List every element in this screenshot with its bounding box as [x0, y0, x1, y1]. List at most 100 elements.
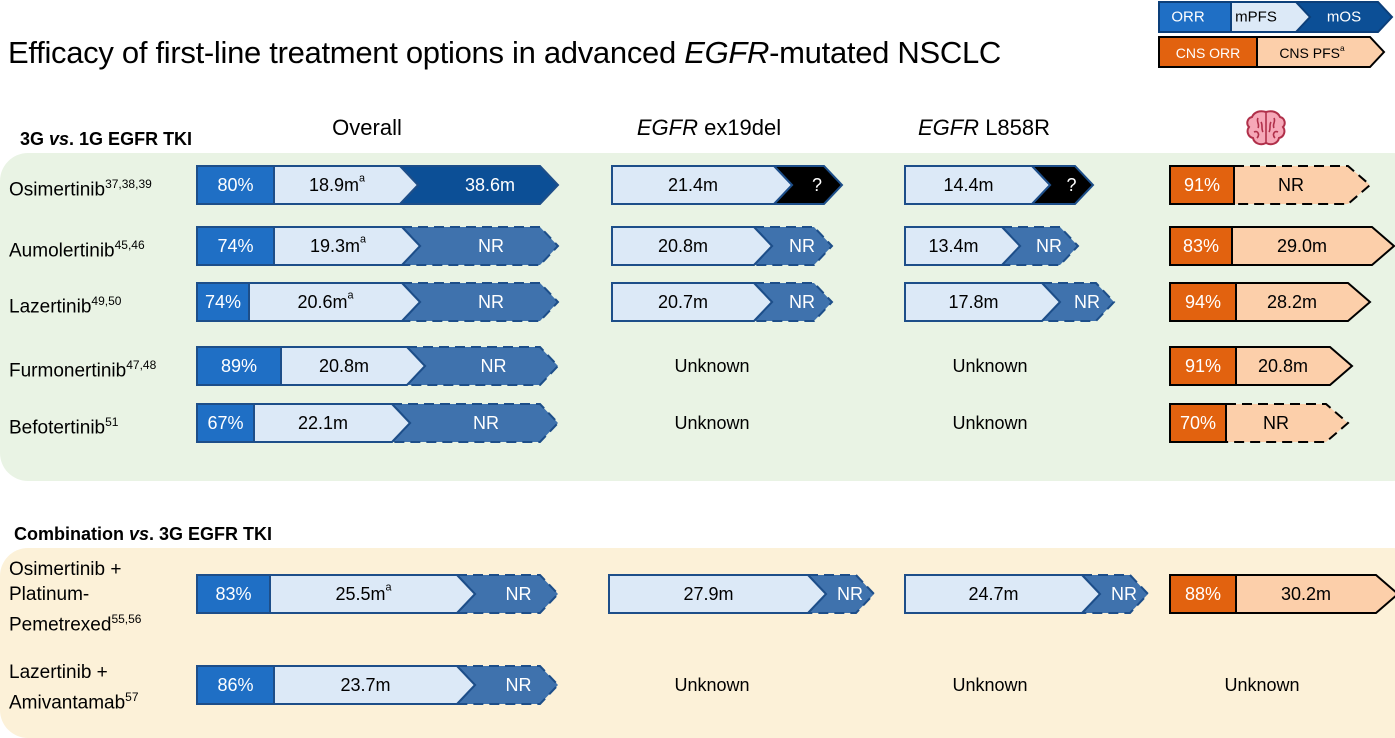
l858-pfs-segment	[904, 165, 1052, 205]
drug-name-line: Pemetrexed55,56	[9, 612, 142, 636]
drug-reference: 37,38,39	[105, 177, 152, 191]
cns-orr-value: 88%	[1185, 584, 1221, 604]
legend-cns-pfs-label: CNS PFSa	[1279, 43, 1345, 61]
l858-pfs-segment	[904, 574, 1102, 614]
overall-pfs-value: 20.8m	[319, 356, 369, 376]
ex19-unknown-value: Unknown	[674, 675, 749, 695]
drug-name-line: Befotertinib51	[9, 415, 119, 439]
overall-orr-value: 67%	[207, 413, 243, 433]
drug-name: Lazertinib + Amivantamab57	[9, 660, 139, 715]
efficacy-bars: ORR mPFS mOS CNS ORR CNS PFSa 80% 18.9ma 38.6m 2…	[196, 1, 1395, 705]
ex19-os-value: NR	[789, 292, 815, 312]
cns-pfs-value: 28.2m	[1267, 292, 1317, 312]
overall-orr-segment	[196, 403, 255, 443]
section-header-suffix: . 1G EGFR TKI	[69, 129, 193, 149]
cns-unknown-value: Unknown	[1224, 675, 1299, 695]
overall-orr-value: 74%	[217, 236, 253, 256]
section-header-tki: 3G vs. 1G EGFR TKI	[20, 129, 192, 150]
overall-orr-value: 74%	[205, 292, 241, 312]
ex19-os-segment	[805, 574, 876, 614]
cns-orr-value: 91%	[1185, 356, 1221, 376]
overall-orr-value: 80%	[217, 175, 253, 195]
l858-unknown-value: Unknown	[952, 413, 1027, 433]
ex19-pfs-value: 20.8m	[658, 236, 708, 256]
brain-icon	[1246, 110, 1286, 146]
column-header-mutation: ex19del	[697, 115, 782, 140]
column-header-overall: Overall	[332, 115, 402, 140]
section-header-text: Combination	[14, 524, 129, 544]
overall-orr-segment	[196, 574, 271, 614]
legend-orr-label: ORR	[1171, 9, 1205, 26]
overall-orr-segment	[196, 165, 275, 205]
cns-orr-segment	[1169, 574, 1237, 614]
overall-os-value: NR	[478, 236, 504, 256]
l858-pfs-value: 24.7m	[968, 584, 1018, 604]
drug-name: Furmonertinib47,48	[9, 353, 156, 383]
l858-os-value: NR	[1036, 236, 1062, 256]
overall-pfs-value: 25.5ma	[335, 582, 391, 604]
legend-mos-box	[1293, 1, 1394, 33]
legend-cns-orr-box	[1158, 36, 1258, 68]
cns-pfs-value: 30.2m	[1281, 584, 1331, 604]
overall-orr-value: 83%	[215, 584, 251, 604]
overall-orr-value: 86%	[217, 675, 253, 695]
drug-reference: 51	[105, 415, 119, 429]
drug-name: Osimertinib + Platinum- Pemetrexed55,56	[9, 557, 141, 637]
overall-orr-segment	[196, 226, 275, 266]
ex19-unknown-value: Unknown	[674, 356, 749, 376]
cns-pfs-value: 20.8m	[1258, 356, 1308, 376]
l858-pfs-value: 14.4m	[943, 175, 993, 195]
column-header-l858r: EGFR L858R	[918, 115, 1050, 141]
overall-pfs-value: 19.3ma	[310, 234, 366, 256]
overall-pfs-value: 20.6ma	[297, 290, 353, 312]
cns-orr-value: 83%	[1183, 236, 1219, 256]
section-header-combination: Combination vs. 3G EGFR TKI	[14, 524, 272, 545]
ex19-os-value: NR	[837, 584, 863, 604]
ex19-pfs-value: 20.7m	[658, 292, 708, 312]
ex19-pfs-segment	[611, 226, 774, 266]
overall-os-value: NR	[506, 675, 532, 695]
overall-orr-segment	[196, 665, 275, 705]
cns-pfs-value: NR	[1263, 413, 1289, 433]
l858-unknown-value: Unknown	[952, 356, 1027, 376]
overall-os-value: NR	[481, 356, 507, 376]
ex19-pfs-value: 21.4m	[668, 175, 718, 195]
l858-pfs-segment	[904, 282, 1062, 322]
l858-os-value: ?	[1066, 175, 1076, 195]
overall-orr-segment	[196, 346, 282, 386]
cns-orr-value: 70%	[1180, 413, 1216, 433]
ex19-pfs-segment	[608, 574, 828, 614]
drug-reference: 47,48	[126, 358, 157, 372]
drug-name-line: Osimertinib37,38,39	[9, 177, 152, 201]
section-header-vs: vs	[49, 129, 70, 149]
column-header-gene: EGFR	[917, 115, 980, 140]
l858-os-value: NR	[1111, 584, 1137, 604]
overall-os-value: NR	[473, 413, 499, 433]
drug-reference: 45,46	[114, 238, 145, 252]
cns-orr-segment	[1169, 165, 1235, 205]
drug-name-line: Platinum-	[9, 584, 90, 605]
overall-pfs-value: 23.7m	[340, 675, 390, 695]
drug-reference: 55,56	[111, 612, 142, 626]
page-title: Efficacy of first-line treatment options…	[8, 35, 1001, 71]
ex19-os-value: ?	[812, 175, 822, 195]
overall-orr-segment	[196, 282, 250, 322]
section-header-text: 3G	[20, 129, 50, 149]
l858-unknown-value: Unknown	[952, 675, 1027, 695]
drug-reference: 49,50	[91, 294, 122, 308]
l858-os-segment	[1079, 574, 1150, 614]
drug-name-line: Furmonertinib47,48	[9, 358, 157, 382]
column-header-mutation: L858R	[979, 115, 1051, 140]
section-header-suffix: . 3G EGFR TKI	[149, 524, 273, 544]
overall-os-value: NR	[478, 292, 504, 312]
overall-os-value: NR	[506, 584, 532, 604]
drug-reference: 57	[125, 690, 139, 704]
legend-cns-pfs-box	[1256, 36, 1386, 68]
drug-name-line: Aumolertinib45,46	[9, 238, 145, 262]
ex19-os-value: NR	[789, 236, 815, 256]
l858-pfs-value: 17.8m	[948, 292, 998, 312]
ex19-pfs-segment	[611, 282, 774, 322]
drug-name-line: Lazertinib +	[9, 662, 108, 683]
title-text: Efficacy of first-line treatment options…	[8, 35, 685, 70]
cns-orr-segment	[1169, 403, 1227, 443]
